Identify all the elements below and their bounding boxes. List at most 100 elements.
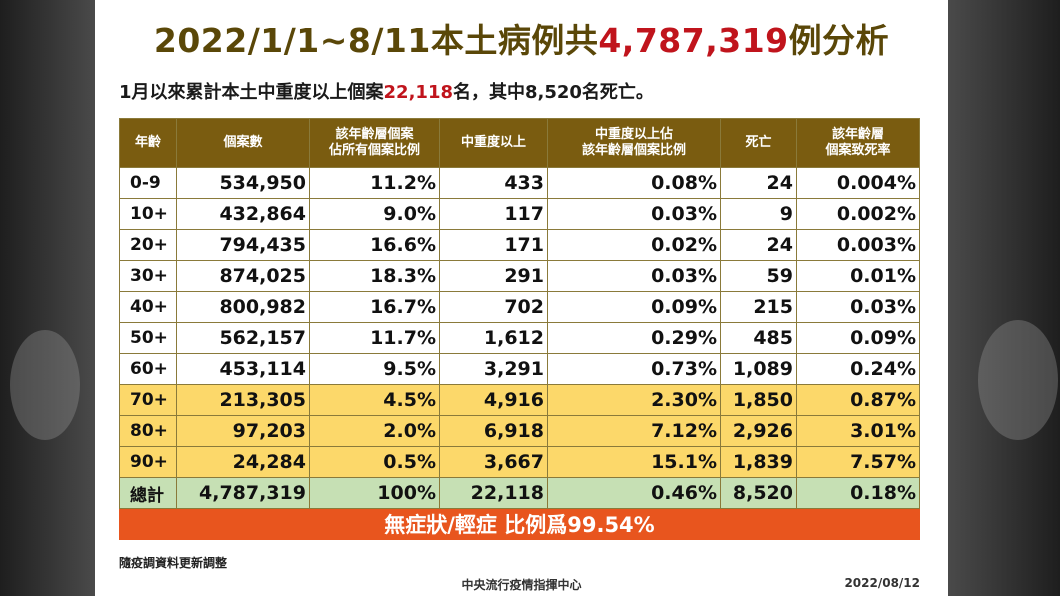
- table-cell: 794,435: [176, 229, 310, 261]
- table-cell: 171: [439, 229, 548, 261]
- table-cell: 2.30%: [547, 384, 721, 416]
- table-cell: 6,918: [439, 415, 548, 447]
- table-row: 90+ 24,284 0.5% 3,667 15.1% 1,839 7.57%: [119, 446, 920, 478]
- table-cell: 7.12%: [547, 415, 721, 447]
- table-row: 70+ 213,305 4.5% 4,916 2.30% 1,850 0.87%: [119, 384, 920, 416]
- age-group-cell: 20+: [119, 229, 177, 261]
- table-cell: 0.09%: [796, 322, 920, 354]
- table-cell: 9: [720, 198, 797, 230]
- table-cell: 0.08%: [547, 167, 721, 199]
- table-cell: 24: [720, 229, 797, 261]
- table-cell: 562,157: [176, 322, 310, 354]
- slide-subtitle: 1月以來累計本土中重度以上個案22,118名，其中8,520名死亡。: [119, 82, 654, 103]
- table-cell: 11.2%: [309, 167, 440, 199]
- table-cell: 0.24%: [796, 353, 920, 385]
- table-cell: 534,950: [176, 167, 310, 199]
- age-group-cell: 80+: [119, 415, 177, 447]
- table-cell: 97,203: [176, 415, 310, 447]
- table-row: 10+ 432,864 9.0% 117 0.03% 9 0.002%: [119, 198, 920, 230]
- table-cell: 16.6%: [309, 229, 440, 261]
- column-header: 年齡: [119, 118, 177, 168]
- banner-row: 無症狀/輕症 比例爲99.54%: [119, 508, 920, 540]
- table-cell: 1,839: [720, 446, 797, 478]
- table-cell: 117: [439, 198, 548, 230]
- table-cell: 9.5%: [309, 353, 440, 385]
- table-cell: 24: [720, 167, 797, 199]
- table-cell: 0.004%: [796, 167, 920, 199]
- age-group-cell: 70+: [119, 384, 177, 416]
- table-cell: 0.5%: [309, 446, 440, 478]
- table-row: 40+ 800,982 16.7% 702 0.09% 215 0.03%: [119, 291, 920, 323]
- table-cell: 0.002%: [796, 198, 920, 230]
- table-cell: 3,291: [439, 353, 548, 385]
- table-cell: 2.0%: [309, 415, 440, 447]
- table-row: 50+ 562,157 11.7% 1,612 0.29% 485 0.09%: [119, 322, 920, 354]
- table-cell: 0.02%: [547, 229, 721, 261]
- column-header: 中重度以上: [439, 118, 548, 168]
- table-cell: 1,089: [720, 353, 797, 385]
- age-group-cell: 總計: [119, 477, 177, 509]
- age-group-cell: 10+: [119, 198, 177, 230]
- table-row: 20+ 794,435 16.6% 171 0.02% 24 0.003%: [119, 229, 920, 261]
- table-cell: 24,284: [176, 446, 310, 478]
- age-analysis-table: 年齡 個案數 該年齡層個案 佔所有個案比例 中重度以上 中重度以上佔 該年齡層個案比例 死亡該…: [119, 118, 920, 540]
- table-cell: 485: [720, 322, 797, 354]
- table-cell: 22,118: [439, 477, 548, 509]
- table-cell: 0.73%: [547, 353, 721, 385]
- table-cell: 15.1%: [547, 446, 721, 478]
- title-total-cases: 4,787,319: [598, 21, 789, 60]
- table-row: 30+ 874,025 18.3% 291 0.03% 59 0.01%: [119, 260, 920, 292]
- table-cell: 4,916: [439, 384, 548, 416]
- table-cell: 0.03%: [796, 291, 920, 323]
- table-cell: 16.7%: [309, 291, 440, 323]
- column-header: 中重度以上佔 該年齡層個案比例: [547, 118, 721, 168]
- age-group-cell: 30+: [119, 260, 177, 292]
- column-header: 該年齡層個案 佔所有個案比例: [309, 118, 440, 168]
- table-cell: 4.5%: [309, 384, 440, 416]
- table-row: 80+ 97,203 2.0% 6,918 7.12% 2,926 3.01%: [119, 415, 920, 447]
- table-cell: 8,520: [720, 477, 797, 509]
- table-cell: 9.0%: [309, 198, 440, 230]
- table-cell: 213,305: [176, 384, 310, 416]
- age-group-cell: 50+: [119, 322, 177, 354]
- column-header: 個案數: [176, 118, 310, 168]
- subtitle-severe-count: 22,118: [383, 82, 453, 103]
- table-cell: 702: [439, 291, 548, 323]
- age-group-cell: 60+: [119, 353, 177, 385]
- table-cell: 7.57%: [796, 446, 920, 478]
- table-cell: 433: [439, 167, 548, 199]
- right-backdrop: [948, 0, 1060, 596]
- table-cell: 215: [720, 291, 797, 323]
- table-cell: 0.03%: [547, 198, 721, 230]
- table-cell: 4,787,319: [176, 477, 310, 509]
- table-cell: 2,926: [720, 415, 797, 447]
- table-cell: 0.01%: [796, 260, 920, 292]
- table-cell: 100%: [309, 477, 440, 509]
- table-cell: 11.7%: [309, 322, 440, 354]
- table-cell: 1,850: [720, 384, 797, 416]
- slide-title: 2022/1/1~8/11本土病例共4,787,319例分析: [153, 21, 890, 60]
- table-cell: 291: [439, 260, 548, 292]
- table-row: 0-9 534,950 11.2% 433 0.08% 24 0.004%: [119, 167, 920, 199]
- table-cell: 18.3%: [309, 260, 440, 292]
- column-header: 死亡: [720, 118, 797, 168]
- source-label: 中央流行疫情指揮中心: [461, 578, 582, 592]
- total-row: 總計 4,787,319 100% 22,118 0.46% 8,520 0.18%: [119, 477, 920, 509]
- table-cell: 800,982: [176, 291, 310, 323]
- date-label: 2022/08/12: [844, 576, 920, 590]
- age-group-cell: 40+: [119, 291, 177, 323]
- table-cell: 0.29%: [547, 322, 721, 354]
- table-cell: 453,114: [176, 353, 310, 385]
- table-cell: 0.03%: [547, 260, 721, 292]
- age-group-cell: 0-9: [119, 167, 177, 199]
- asymptomatic-banner: 無症狀/輕症 比例爲99.54%: [119, 508, 920, 540]
- update-note: 隨疫調資料更新調整: [119, 556, 228, 570]
- table-cell: 3,667: [439, 446, 548, 478]
- table-cell: 874,025: [176, 260, 310, 292]
- column-header: 該年齡層 個案致死率: [796, 118, 920, 168]
- left-backdrop: [0, 0, 95, 596]
- slide: 2022/1/1~8/11本土病例共4,787,319例分析 1月以來累計本土中…: [95, 0, 948, 596]
- table-cell: 3.01%: [796, 415, 920, 447]
- table-cell: 1,612: [439, 322, 548, 354]
- table-cell: 432,864: [176, 198, 310, 230]
